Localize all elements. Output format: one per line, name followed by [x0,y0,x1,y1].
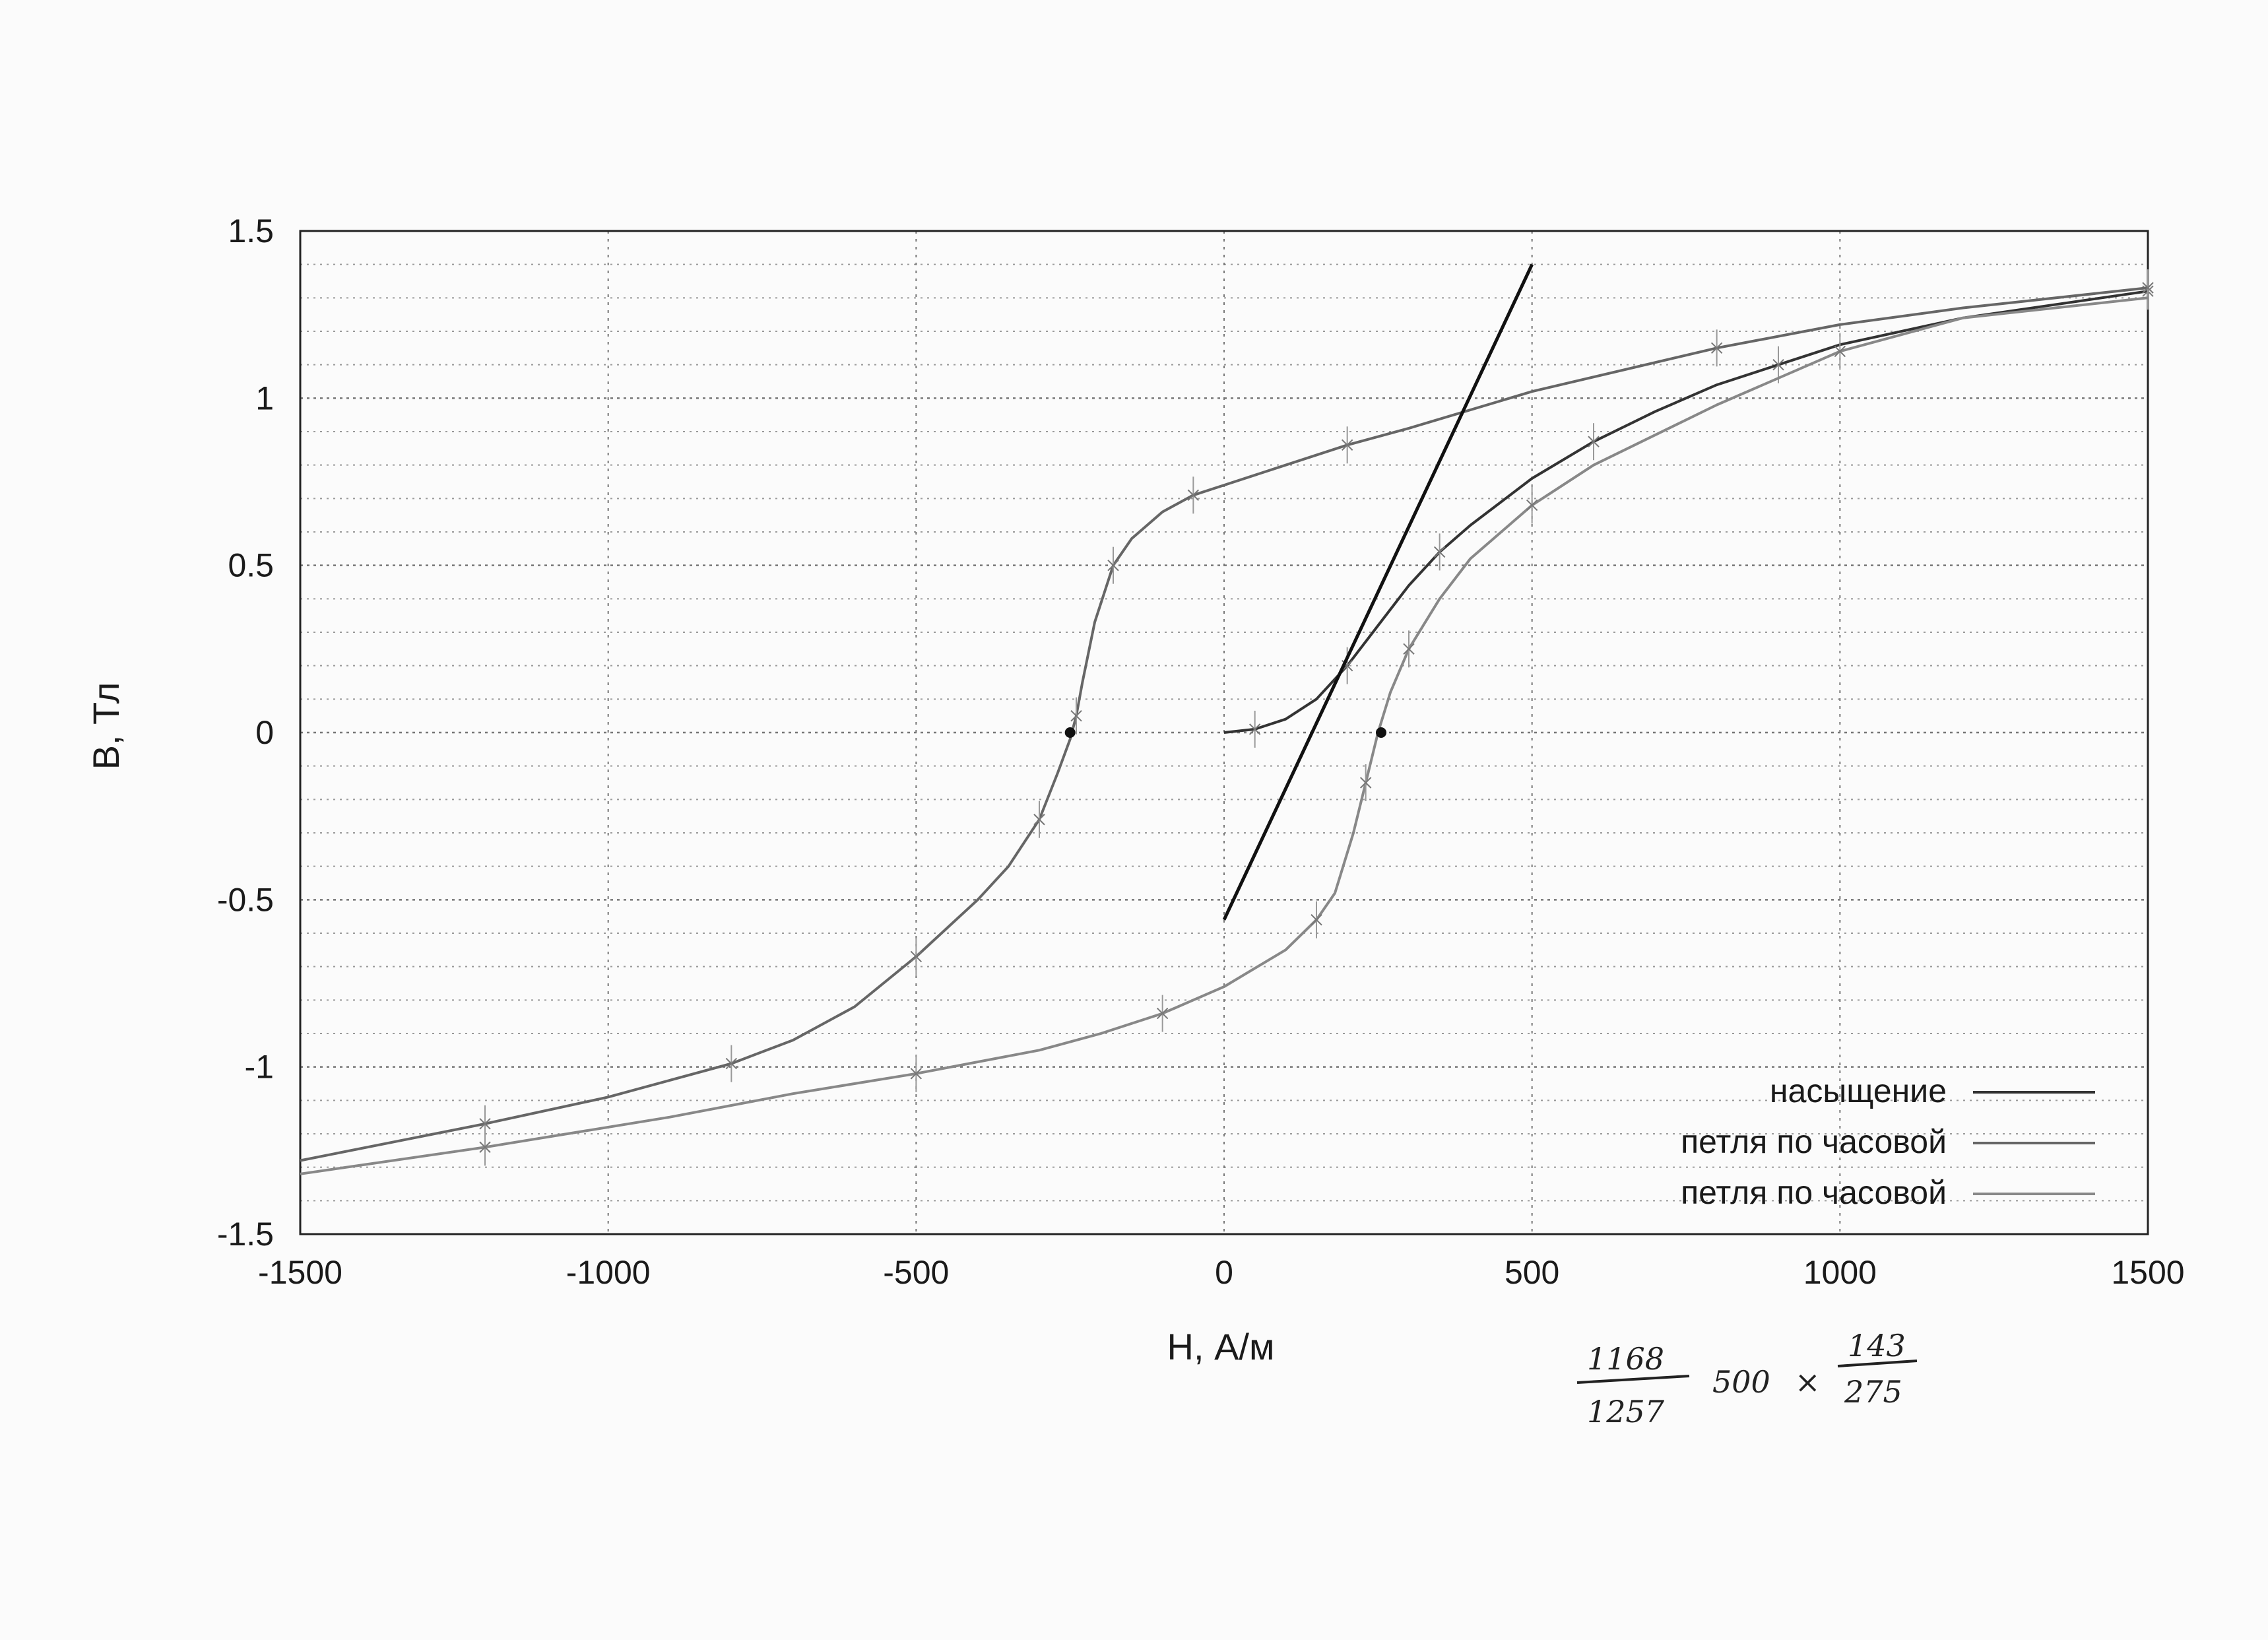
data-point-marker [1341,439,1353,451]
handwritten-note: 1168 1257 500 × 143 275 [1576,1328,1918,1429]
series-line-3 [1222,263,1534,921]
data-point-marker [1107,559,1119,572]
x-axis-label: H, А/м [1167,1326,1275,1367]
x-tick-label: -1500 [258,1254,342,1291]
y-tick-label: 0.5 [228,547,274,584]
legend-label-loop-1: петля по часовой [1681,1123,1947,1160]
x-tick-label: -1000 [566,1254,651,1291]
data-point-marker [1710,342,1723,354]
note-denominator-1: 1257 [1587,1394,1665,1429]
note-500: 500 [1712,1364,1770,1400]
data-point-marker [1526,499,1538,511]
data-point-marker [1433,546,1446,558]
data-point-marker [1248,723,1261,735]
data-point-marker [1070,709,1082,722]
y-tick-label: -1.5 [217,1216,274,1253]
legend-label-nasyshchenie: насыщение [1770,1072,1947,1109]
series-line-0 [1223,290,2149,734]
data-point-marker [1156,1007,1169,1020]
coercive-point [1376,727,1386,738]
series-line-1 [300,286,2149,1162]
data-point-marker [725,1057,738,1070]
x-tick-label: 1000 [1803,1254,1877,1291]
data-point-marker [910,950,923,963]
x-tick-label: 500 [1505,1254,1559,1291]
note-times: × [1795,1364,1821,1400]
x-tick-label: -500 [883,1254,949,1291]
data-point-marker [1772,358,1784,371]
data-point-marker [1588,436,1600,447]
data-point-marker [479,1141,491,1153]
note-fraction-bar-2 [1837,1360,1918,1367]
note-numerator-1: 1168 [1587,1341,1664,1377]
y-axis-label: B, Тл [85,682,127,770]
data-point-marker [1033,814,1045,826]
data-point-marker [2142,282,2154,294]
y-tick-label: -0.5 [217,881,274,918]
axis-ticks: -1500 -1000 -500 0 500 1000 1500 1.5 1 0.5 0 -0.5 -1… [217,213,2185,1291]
data-point-marker [1834,345,1846,358]
y-tick-label: 1.5 [228,213,274,249]
data-point-marker [1359,777,1372,789]
series-layer [300,263,2154,1175]
legend-label-loop-2: петля по часовой [1681,1174,1947,1211]
data-point-marker [910,1068,923,1080]
note-numerator-2: 143 [1848,1328,1906,1363]
data-point-marker [479,1118,491,1130]
note-fraction-bar-1 [1576,1375,1690,1384]
x-tick-label: 1500 [2111,1254,2184,1291]
y-tick-label: 0 [255,714,274,751]
data-point-marker [1311,914,1322,926]
y-tick-label: 1 [255,379,274,416]
data-point-marker [1187,489,1200,501]
data-point-marker [1403,643,1415,655]
note-denominator-2: 275 [1844,1374,1902,1410]
legend: насыщение петля по часовой петля по часо… [1681,1072,2095,1211]
plot-frame [299,230,2149,1235]
x-tick-label: 0 [1215,1254,1233,1291]
coercive-point [1064,727,1076,738]
y-tick-label: -1 [245,1049,274,1086]
